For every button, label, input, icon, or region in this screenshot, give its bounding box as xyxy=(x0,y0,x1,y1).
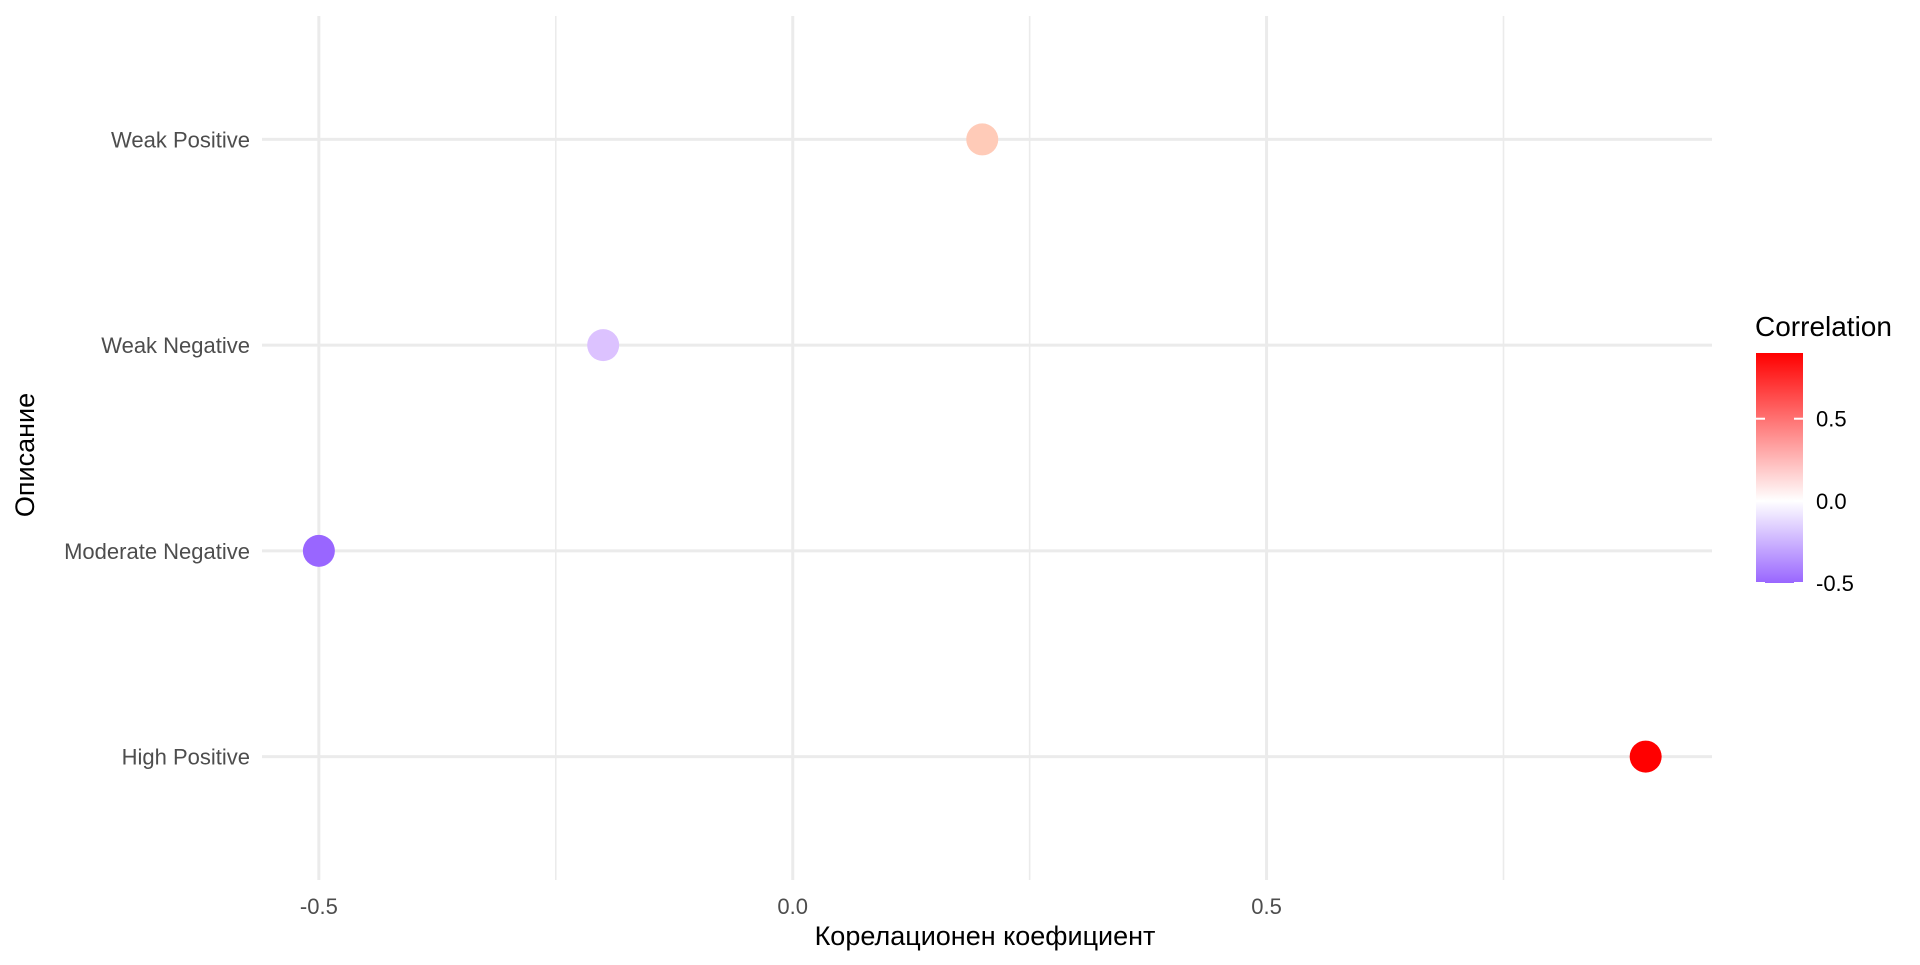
legend-color-bar xyxy=(1756,353,1803,583)
points-layer xyxy=(302,123,1662,773)
legend-tick-label: 0.5 xyxy=(1816,407,1847,432)
data-point xyxy=(587,329,620,362)
y-tick-label: High Positive xyxy=(122,745,250,770)
x-tick-label: 0.5 xyxy=(1251,894,1282,919)
data-point xyxy=(302,534,335,567)
y-tick-label: Weak Positive xyxy=(111,127,250,152)
y-tick-label: Moderate Negative xyxy=(64,539,250,564)
x-tick-label: 0.0 xyxy=(777,894,808,919)
grid-layer xyxy=(262,16,1712,880)
y-axis-ticks: High Positive Moderate Negative Weak Negat… xyxy=(64,127,250,769)
color-legend: Correlation 0.5 0.0 -0.5 xyxy=(1755,311,1892,596)
y-axis-title: Описание xyxy=(10,393,40,517)
x-tick-label: -0.5 xyxy=(300,894,338,919)
legend-tick-label: 0.0 xyxy=(1816,489,1847,514)
legend-tick-label: -0.5 xyxy=(1816,571,1854,596)
legend-ticks: 0.5 0.0 -0.5 xyxy=(1756,407,1854,596)
legend-title: Correlation xyxy=(1755,311,1892,342)
data-point xyxy=(1629,740,1662,773)
y-tick-label: Weak Negative xyxy=(101,333,250,358)
x-axis-title: Корелационен коефициент xyxy=(815,921,1156,951)
data-point xyxy=(966,123,999,156)
x-axis-ticks: -0.5 0.0 0.5 xyxy=(300,894,1282,919)
